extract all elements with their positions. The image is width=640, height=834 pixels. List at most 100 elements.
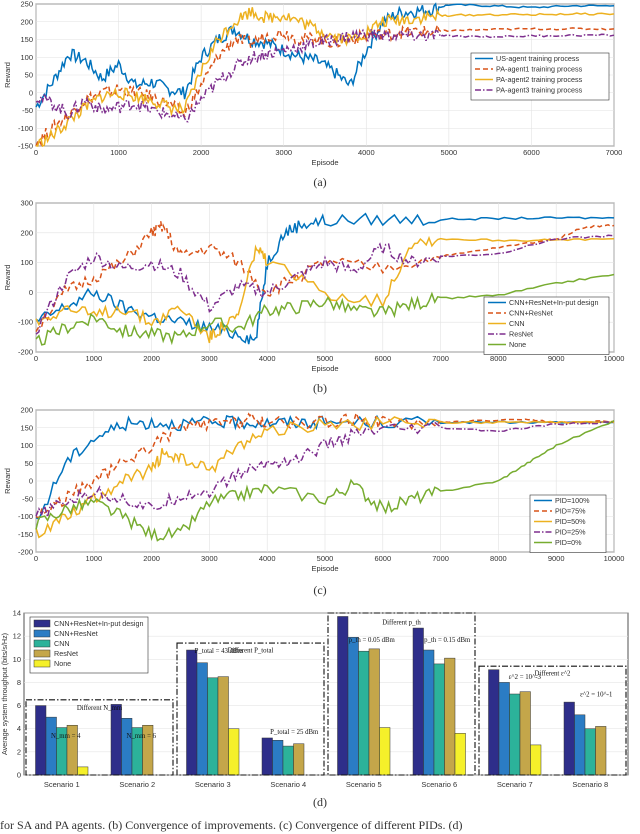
- x-tick-label: 5000: [441, 148, 458, 157]
- legend-label: PA-agent1 training process: [496, 65, 583, 74]
- bar-2-6: [509, 693, 521, 776]
- x-tick-label: 5000: [317, 554, 334, 563]
- x-tick-label: Scenario 5: [346, 780, 382, 789]
- chart-panel-0: 0 1000 2000 3000 4000 5000 6000 7000-150-100-50…: [3, 0, 622, 189]
- bar-0-0: [35, 705, 47, 776]
- legend-swatch: [33, 639, 51, 648]
- y-tick-label: 100: [20, 53, 33, 62]
- x-tick-label: 10000: [604, 354, 625, 363]
- bar-1-0: [45, 716, 57, 776]
- x-tick-label: 9000: [548, 554, 565, 563]
- y-tick-label: -50: [22, 494, 33, 503]
- legend-label: PID=0%: [555, 538, 582, 547]
- y-tick-label: 50: [25, 71, 33, 80]
- bar-0-1: [110, 704, 122, 776]
- legend-box: [470, 52, 610, 101]
- x-tick-label: 0: [34, 148, 38, 157]
- group-box-2: [327, 612, 476, 776]
- bar-3-7: [595, 726, 607, 776]
- legend: PID=100% PID=75%PID=50% PID=25%PID=0%: [529, 494, 607, 553]
- x-tick-label: 2000: [143, 554, 160, 563]
- bar-0-7: [563, 701, 575, 776]
- bar-0-5: [412, 627, 424, 776]
- x-tick-label: 7000: [432, 354, 449, 363]
- bar-4-4: [379, 727, 391, 776]
- legend-swatch: [33, 629, 51, 638]
- legend-label: PA-agent3 training process: [496, 86, 583, 95]
- y-tick-label: 0: [29, 477, 33, 486]
- legend-label: PID=50%: [555, 517, 586, 526]
- y-tick-label: 2: [17, 747, 21, 756]
- bar-3-2: [217, 676, 229, 776]
- legend-label: CNN+ResNet: [54, 629, 98, 638]
- y-tick-label: 0: [29, 288, 33, 297]
- legend-label: PID=75%: [555, 507, 586, 516]
- bar-1-5: [423, 649, 435, 776]
- series-line-2: [35, 416, 615, 539]
- bar-3-4: [368, 648, 380, 776]
- y-tick-label: 4: [17, 724, 21, 733]
- x-tick-label: 0: [34, 354, 38, 363]
- annotation: p_th = 0.05 dBm: [349, 637, 396, 644]
- bar-4-0: [77, 766, 89, 776]
- series-line-3: [35, 421, 615, 518]
- group-box-1: [176, 642, 325, 776]
- series-line-4: [35, 419, 615, 542]
- x-tick-label: 2000: [143, 354, 160, 363]
- y-tick-label: 150: [20, 35, 33, 44]
- bar-1-2: [196, 662, 208, 776]
- bar-4-6: [530, 744, 542, 776]
- legend-label: CNN+ResNet+In-put design: [54, 619, 144, 628]
- x-tick-label: 2000: [193, 148, 210, 157]
- legend-swatch: [33, 619, 51, 628]
- y-tick-label: 12: [13, 632, 21, 641]
- x-tick-label: 4000: [259, 554, 276, 563]
- y-tick-label: 300: [20, 199, 33, 208]
- x-tick-label: 3000: [201, 354, 218, 363]
- annotation: Different P_total: [228, 647, 274, 654]
- x-axis-label: Episode: [311, 364, 338, 373]
- x-tick-label: 6000: [374, 554, 391, 563]
- panel-label: (b): [313, 381, 327, 395]
- series-line-0: [35, 212, 615, 345]
- x-tick-label: Scenario 1: [44, 780, 80, 789]
- y-tick-label: 100: [20, 441, 33, 450]
- bar-1-4: [347, 637, 359, 776]
- legend: US-agent training process PA-agent1 train…: [470, 52, 610, 101]
- x-tick-label: Scenario 4: [270, 780, 306, 789]
- chart-panel-2: 0 1000 2000 3000 4000 5000 6000 7000 8000 9000 100…: [3, 406, 624, 598]
- legend-label: None: [509, 340, 526, 349]
- annotation: ε^2 = 10^-1: [580, 691, 612, 698]
- bar-0-3: [261, 737, 273, 776]
- series-line-2: [35, 7, 615, 148]
- x-tick-label: 3000: [275, 148, 292, 157]
- series-line-4: [35, 273, 615, 346]
- x-tick-label: Scenario 8: [572, 780, 608, 789]
- y-tick-label: -100: [18, 512, 33, 521]
- bar-1-1: [121, 718, 133, 776]
- x-axis-label: Episode: [311, 564, 338, 573]
- bar-3-5: [444, 657, 456, 776]
- bar-0-2: [186, 649, 198, 776]
- bar-2-2: [207, 677, 219, 776]
- y-tick-label: 250: [20, 0, 33, 9]
- legend-label: CNN: [509, 319, 525, 328]
- series-line-3: [35, 28, 615, 123]
- annotation: p_th = 0.15 dBm: [424, 637, 471, 644]
- chart-panel-1: 0 1000 2000 3000 4000 5000 6000 7000 8000 9000 100…: [3, 199, 624, 396]
- legend-label: CNN+ResNet: [509, 309, 553, 318]
- y-tick-label: 0: [29, 88, 33, 97]
- bar-0-4: [337, 616, 349, 776]
- y-tick-label: -200: [18, 348, 33, 357]
- bar-2-3: [282, 745, 294, 776]
- y-tick-label: 100: [20, 258, 33, 267]
- legend-label: US-agent training process: [496, 54, 580, 63]
- annotation: ε^2 = 10^-3: [509, 674, 542, 681]
- x-tick-label: Scenario 7: [497, 780, 533, 789]
- series-line-1: [35, 221, 615, 332]
- legend-label: ResNet: [54, 649, 78, 658]
- bar-3-3: [293, 743, 305, 776]
- y-tick-label: 150: [20, 423, 33, 432]
- annotation: Different N_mm: [77, 705, 123, 712]
